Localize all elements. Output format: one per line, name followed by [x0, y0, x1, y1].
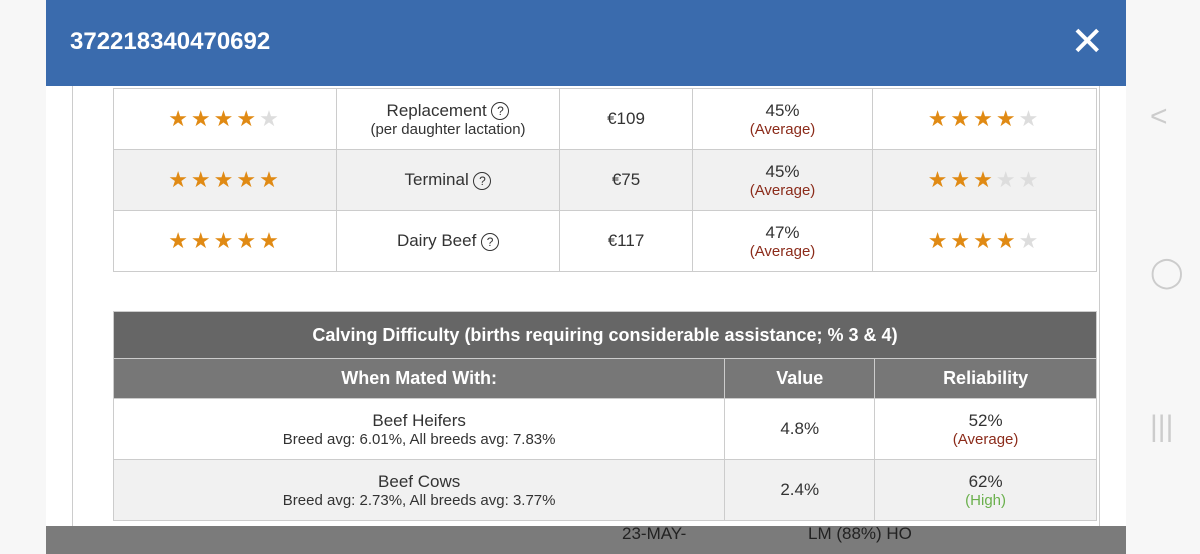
row-date: 23-MAY- [622, 524, 687, 543]
index-name: Terminal [404, 170, 469, 189]
animal-dialog: 372218340470692 ✕ ★★★★★ Replacement ? (pe… [46, 0, 1126, 554]
row-sub: Breed avg: 2.73%, All breeds avg: 3.77% [282, 491, 556, 509]
index-sub: (per daughter lactation) [370, 120, 526, 138]
help-icon[interactable]: ? [491, 102, 510, 121]
reliability-label: (Average) [749, 120, 816, 138]
col-reliability: Reliability [874, 358, 1097, 399]
rating-stars-icon: ★★★★★ [113, 210, 337, 272]
calving-table: Calving Difficulty (births requiring con… [112, 311, 1097, 521]
table-row: Beef Heifers Breed avg: 6.01%, All breeds… [112, 398, 1097, 460]
index-reliability: 45% [765, 100, 800, 120]
index-name: Dairy Beef [396, 231, 477, 250]
reliability-label: (High) [965, 491, 1006, 509]
col-value: Value [724, 358, 876, 399]
index-value: €109 [559, 88, 693, 150]
row-breed: LM (88%) HO [808, 524, 912, 543]
help-icon[interactable]: ? [481, 232, 500, 251]
index-value: €117 [559, 210, 693, 272]
calving-title: Calving Difficulty (births requiring con… [113, 311, 1097, 359]
table-row: ★★★★★ Replacement ? (per daughter lactati… [113, 88, 1097, 150]
index-value: €75 [559, 149, 693, 211]
row-name: Beef Heifers [372, 410, 466, 430]
reliability-label: (Average) [952, 430, 1019, 448]
rating-stars-icon: ★★★★★ [113, 149, 337, 211]
col-mated-with: When Mated With: [112, 358, 726, 399]
table-row: Beef Cows Breed avg: 2.73%, All breeds av… [112, 459, 1097, 521]
index-table: ★★★★★ Replacement ? (per daughter lactati… [113, 88, 1097, 272]
rating-stars-icon: ★★★★★ [113, 88, 337, 150]
dialog-header: 372218340470692 ✕ [46, 0, 1126, 86]
table-row: ★★★★★ Dairy Beef ? €117 47% (Average) ★★★… [113, 210, 1097, 272]
content-panel: ★★★★★ Replacement ? (per daughter lactati… [72, 86, 1100, 526]
reliability-label: (Average) [749, 242, 816, 260]
help-icon[interactable]: ? [473, 171, 492, 190]
reliability-stars-icon: ★★★★★ [872, 210, 1097, 272]
reliability-label: (Average) [749, 181, 816, 199]
row-name: Beef Cows [378, 471, 461, 491]
home-nav-icon[interactable]: ◯ [1150, 256, 1184, 289]
back-nav-icon[interactable]: < [1150, 100, 1168, 133]
index-name: Replacement [386, 100, 487, 120]
close-icon[interactable]: ✕ [1070, 20, 1104, 64]
row-reliability: 52% [968, 410, 1003, 430]
background-table-row: 23-MAY- LM (88%) HO [46, 524, 1126, 554]
row-reliability: 62% [968, 471, 1003, 491]
index-reliability: 45% [765, 161, 800, 181]
reliability-stars-icon: ★★★★★ [872, 149, 1097, 211]
reliability-stars-icon: ★★★★★ [872, 88, 1097, 150]
row-value: 2.4% [724, 459, 876, 521]
recents-nav-icon[interactable]: ||| [1150, 410, 1174, 443]
row-value: 4.8% [724, 398, 876, 460]
dialog-title: 372218340470692 [70, 28, 271, 55]
table-row: ★★★★★ Terminal ? €75 45% (Average) ★★★★★ [113, 149, 1097, 211]
index-reliability: 47% [765, 222, 800, 242]
row-sub: Breed avg: 6.01%, All breeds avg: 7.83% [282, 430, 556, 448]
